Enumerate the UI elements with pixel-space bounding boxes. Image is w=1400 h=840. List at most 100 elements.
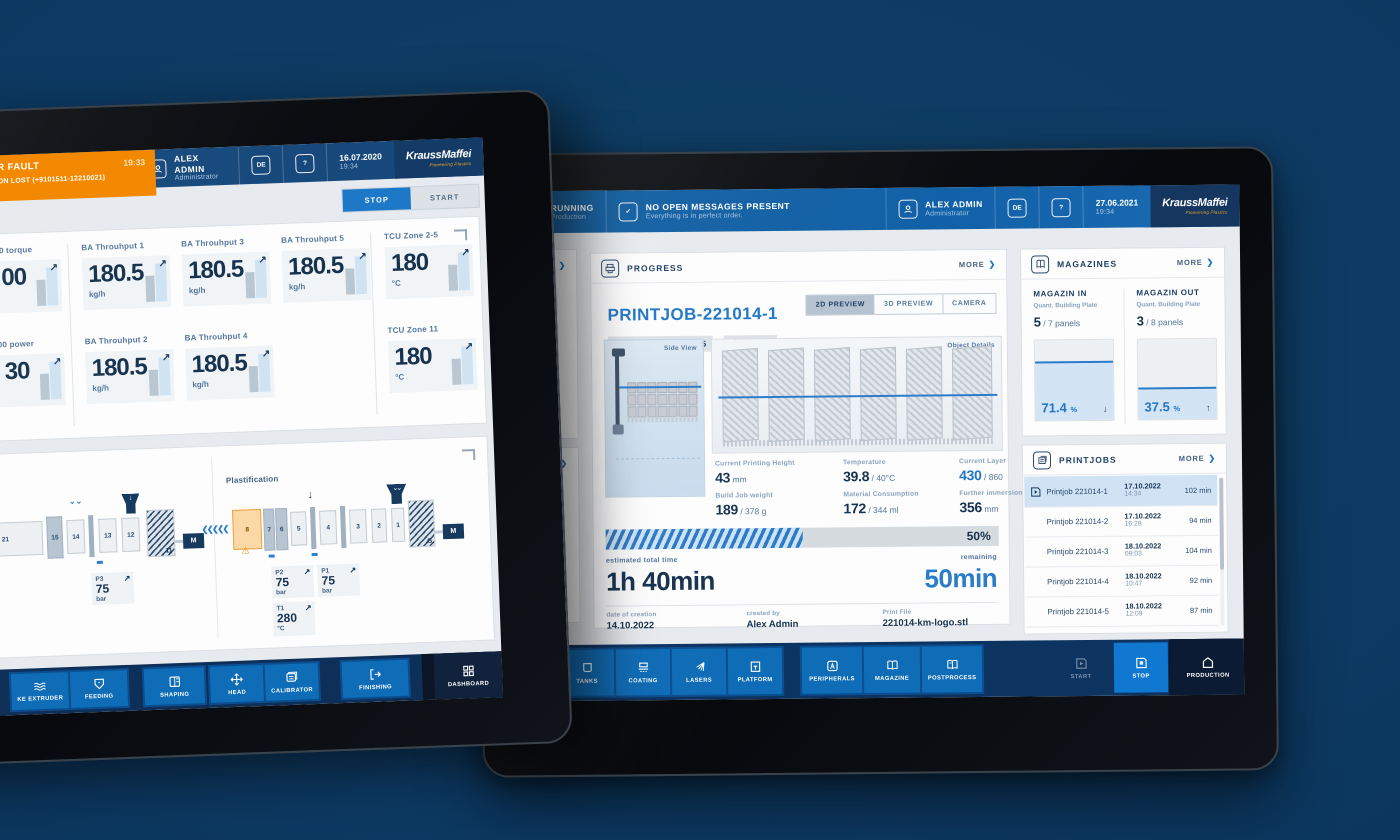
gauge-p2: P2 75 bar ↗	[271, 565, 315, 599]
right-header: ▶ RUNNING Production ✓ NO OPEN MESSAGES …	[509, 184, 1240, 234]
extruder-diagram: 16 - 21 15 14 ⌄⌄ 13 12 ↓ 11 M ❮❮❮❮❮ 8 ⚠	[0, 497, 491, 576]
user-icon	[898, 199, 918, 219]
start-button[interactable]: START	[429, 191, 460, 203]
printjob-row[interactable]: Printjob 221014-5 18.10.2022 12:09 87 min	[1025, 594, 1219, 628]
zone-block: 15	[46, 516, 64, 559]
left-bottom-nav: KE EXTRUDER FEEDING SHAPING	[0, 651, 504, 718]
progress-more-link[interactable]: MORE ❯	[958, 259, 997, 270]
fault-title: R FAULT	[0, 160, 40, 174]
motor-box: M	[182, 533, 205, 549]
magazin-out-gauge: 37.5 % ↑	[1136, 337, 1218, 421]
right-bottom-nav: TING TANKS COATING LASERS	[513, 638, 1245, 702]
progress-fill	[605, 527, 803, 550]
header-time: 19:34	[339, 162, 359, 171]
scrollbar-thumb[interactable]	[1219, 477, 1225, 570]
screw-block: 11	[145, 509, 176, 558]
estimated-time-label: estimated total time	[605, 556, 678, 565]
status-title: RUNNING	[550, 202, 594, 214]
injection-arrow-icon: ↓	[307, 489, 314, 502]
tab-2d-preview[interactable]: 2D PREVIEW	[806, 295, 875, 315]
side-view-panel: Side View	[603, 338, 706, 498]
nav-magazine[interactable]: MAGAZINE	[863, 646, 921, 694]
magazines-panel: MAGAZINES MORE ❯ MAGAZIN IN Quant. Buildi…	[1019, 246, 1227, 437]
stat-current-printing-height: Current Printing Height 43 mm	[714, 459, 795, 486]
messages-status[interactable]: ✓ NO OPEN MESSAGES PRESENT Everything is…	[607, 189, 803, 233]
magazines-more-link[interactable]: MORE ❯	[1176, 257, 1215, 268]
help-button[interactable]: ?	[295, 153, 315, 173]
metrics-panel: 00 torque 00 ↗ BA Throuhput 1 180.5 ↗ kg…	[0, 215, 487, 445]
stop-button[interactable]: STOP	[342, 187, 412, 212]
nav-dashboard[interactable]: DASHBOARD	[433, 651, 504, 700]
zone-block: 4	[319, 510, 338, 545]
zone-block: 3	[349, 509, 368, 544]
user-name: ALEX ADMIN	[173, 152, 205, 175]
zone-block: 12	[121, 517, 141, 553]
collapse-panel-icon[interactable]	[461, 449, 476, 461]
zone-block-fault[interactable]: 8	[231, 508, 263, 550]
object-details-panel: Object Details	[710, 335, 1003, 454]
warning-icon: ⚠	[241, 545, 250, 556]
printjobs-more-link[interactable]: MORE ❯	[1178, 453, 1217, 464]
printjobs-scrollbar[interactable]	[1219, 477, 1225, 626]
user-menu[interactable]: ALEX ADMIN Administrator	[886, 187, 995, 230]
left-screen: ALEX ADMIN Administrator DE ? 16.07.2020…	[0, 137, 504, 718]
nav-start[interactable]: START	[1054, 643, 1108, 694]
help-button[interactable]: ?	[1051, 197, 1071, 217]
printjobs-panel: PRINTJOBS MORE ❯ Printjob 221014-1 17.10.…	[1021, 442, 1229, 635]
language-button[interactable]: DE	[1007, 198, 1027, 218]
nav-head[interactable]: HEAD	[209, 664, 265, 703]
metric-tcu-zone-2-5: TCU Zone 2-5 180 ↗ °C	[384, 229, 475, 300]
nav-coating[interactable]: COATING	[615, 649, 671, 696]
printjob-row[interactable]: Printjob 221014-2 17.10.2022 16:28 94 min	[1024, 504, 1218, 538]
nav-tanks[interactable]: TANKS	[559, 649, 615, 697]
magazines-icon	[1031, 254, 1050, 274]
extruder-panel: Plastification 16 - 21 15 14 ⌄⌄ 13 12 ↓ …	[0, 435, 495, 662]
metric-tcu-zone-11: TCU Zone 11 180 ↗ °C	[387, 323, 478, 394]
printjobs-icon	[1032, 450, 1052, 470]
gauge-p1: P1 75 bar ↗	[317, 563, 361, 597]
hopper-icon: ↓	[121, 493, 140, 514]
printjob-row[interactable]: Printjob 221014-3 18.10.2022 09:03 104 mi…	[1024, 534, 1219, 568]
nav-peripherals[interactable]: PERIPHERALS	[801, 647, 863, 694]
header-time: 19:34	[1095, 208, 1115, 216]
zone-block: 2	[371, 508, 388, 543]
printjob-row[interactable]: Printjob 221014-4 18.10.2022 10:47 92 min	[1025, 564, 1219, 598]
tablet-right: ▶ RUNNING Production ✓ NO OPEN MESSAGES …	[477, 146, 1279, 778]
right-screen: ▶ RUNNING Production ✓ NO OPEN MESSAGES …	[509, 184, 1245, 702]
nav-platform[interactable]: PLATFORM	[727, 647, 783, 695]
nav-postprocess[interactable]: POSTPROCESS	[921, 646, 983, 693]
printjob-title: PRINTJOB-221014-1	[607, 303, 778, 325]
nav-feeding[interactable]: FEEDING	[69, 669, 129, 709]
zone-block: 16 - 21	[0, 520, 44, 559]
hopper-icon: ⌄⌄	[386, 484, 407, 505]
feed-chevrons-icon: ⌄⌄	[68, 496, 83, 506]
magazin-in: MAGAZIN IN Quant. Building Plate 5 / 7 p…	[1033, 289, 1115, 422]
check-icon: ✓	[618, 201, 638, 221]
tab-camera[interactable]: CAMERA	[952, 299, 987, 308]
job-progress-bar: 50%	[605, 525, 999, 550]
progress-percent: 50%	[966, 528, 991, 544]
nav-calibrator[interactable]: CALIBRATOR	[264, 662, 319, 701]
metric-torque: 00 torque 00 ↗	[0, 244, 63, 314]
footer-created-by: created by Alex Admin	[746, 609, 799, 631]
language-button[interactable]: DE	[251, 154, 272, 175]
nav-stop[interactable]: STOP	[1113, 642, 1169, 693]
nav-production[interactable]: PRODUCTION	[1171, 638, 1245, 696]
nav-shaping[interactable]: SHAPING	[143, 667, 206, 706]
printjob-row[interactable]: Printjob 221014-1 17.10.2022 14:34 102 mi…	[1024, 474, 1218, 508]
magazin-out-direction-icon: ↑	[1205, 402, 1211, 413]
fault-banner[interactable]: R FAULT ON LOST (+9101511-12210021) 19:3…	[0, 149, 157, 205]
zone-block: 5	[290, 511, 308, 546]
nav-ke-extruder[interactable]: KE EXTRUDER	[10, 672, 70, 711]
header-date: 16.07.2020	[339, 151, 383, 164]
progress-panel: PROGRESS MORE❯ PRINTJOB-221014-1 Henkel …	[589, 248, 1044, 632]
brand-logo: KraussMaffei Pioneering Plastics	[1150, 184, 1240, 228]
nav-finishing[interactable]: FINISHING	[341, 659, 409, 699]
progress-title: PROGRESS	[627, 262, 684, 273]
tab-3d-preview[interactable]: 3D PREVIEW	[873, 294, 944, 315]
nav-lasers[interactable]: LASERS	[671, 648, 727, 695]
zone-block: 6	[274, 507, 289, 551]
metric-ba-throughput-1: BA Throuhput 1 180.5 ↗ kg/h	[81, 240, 172, 311]
user-name: ALEX ADMIN	[925, 199, 983, 210]
